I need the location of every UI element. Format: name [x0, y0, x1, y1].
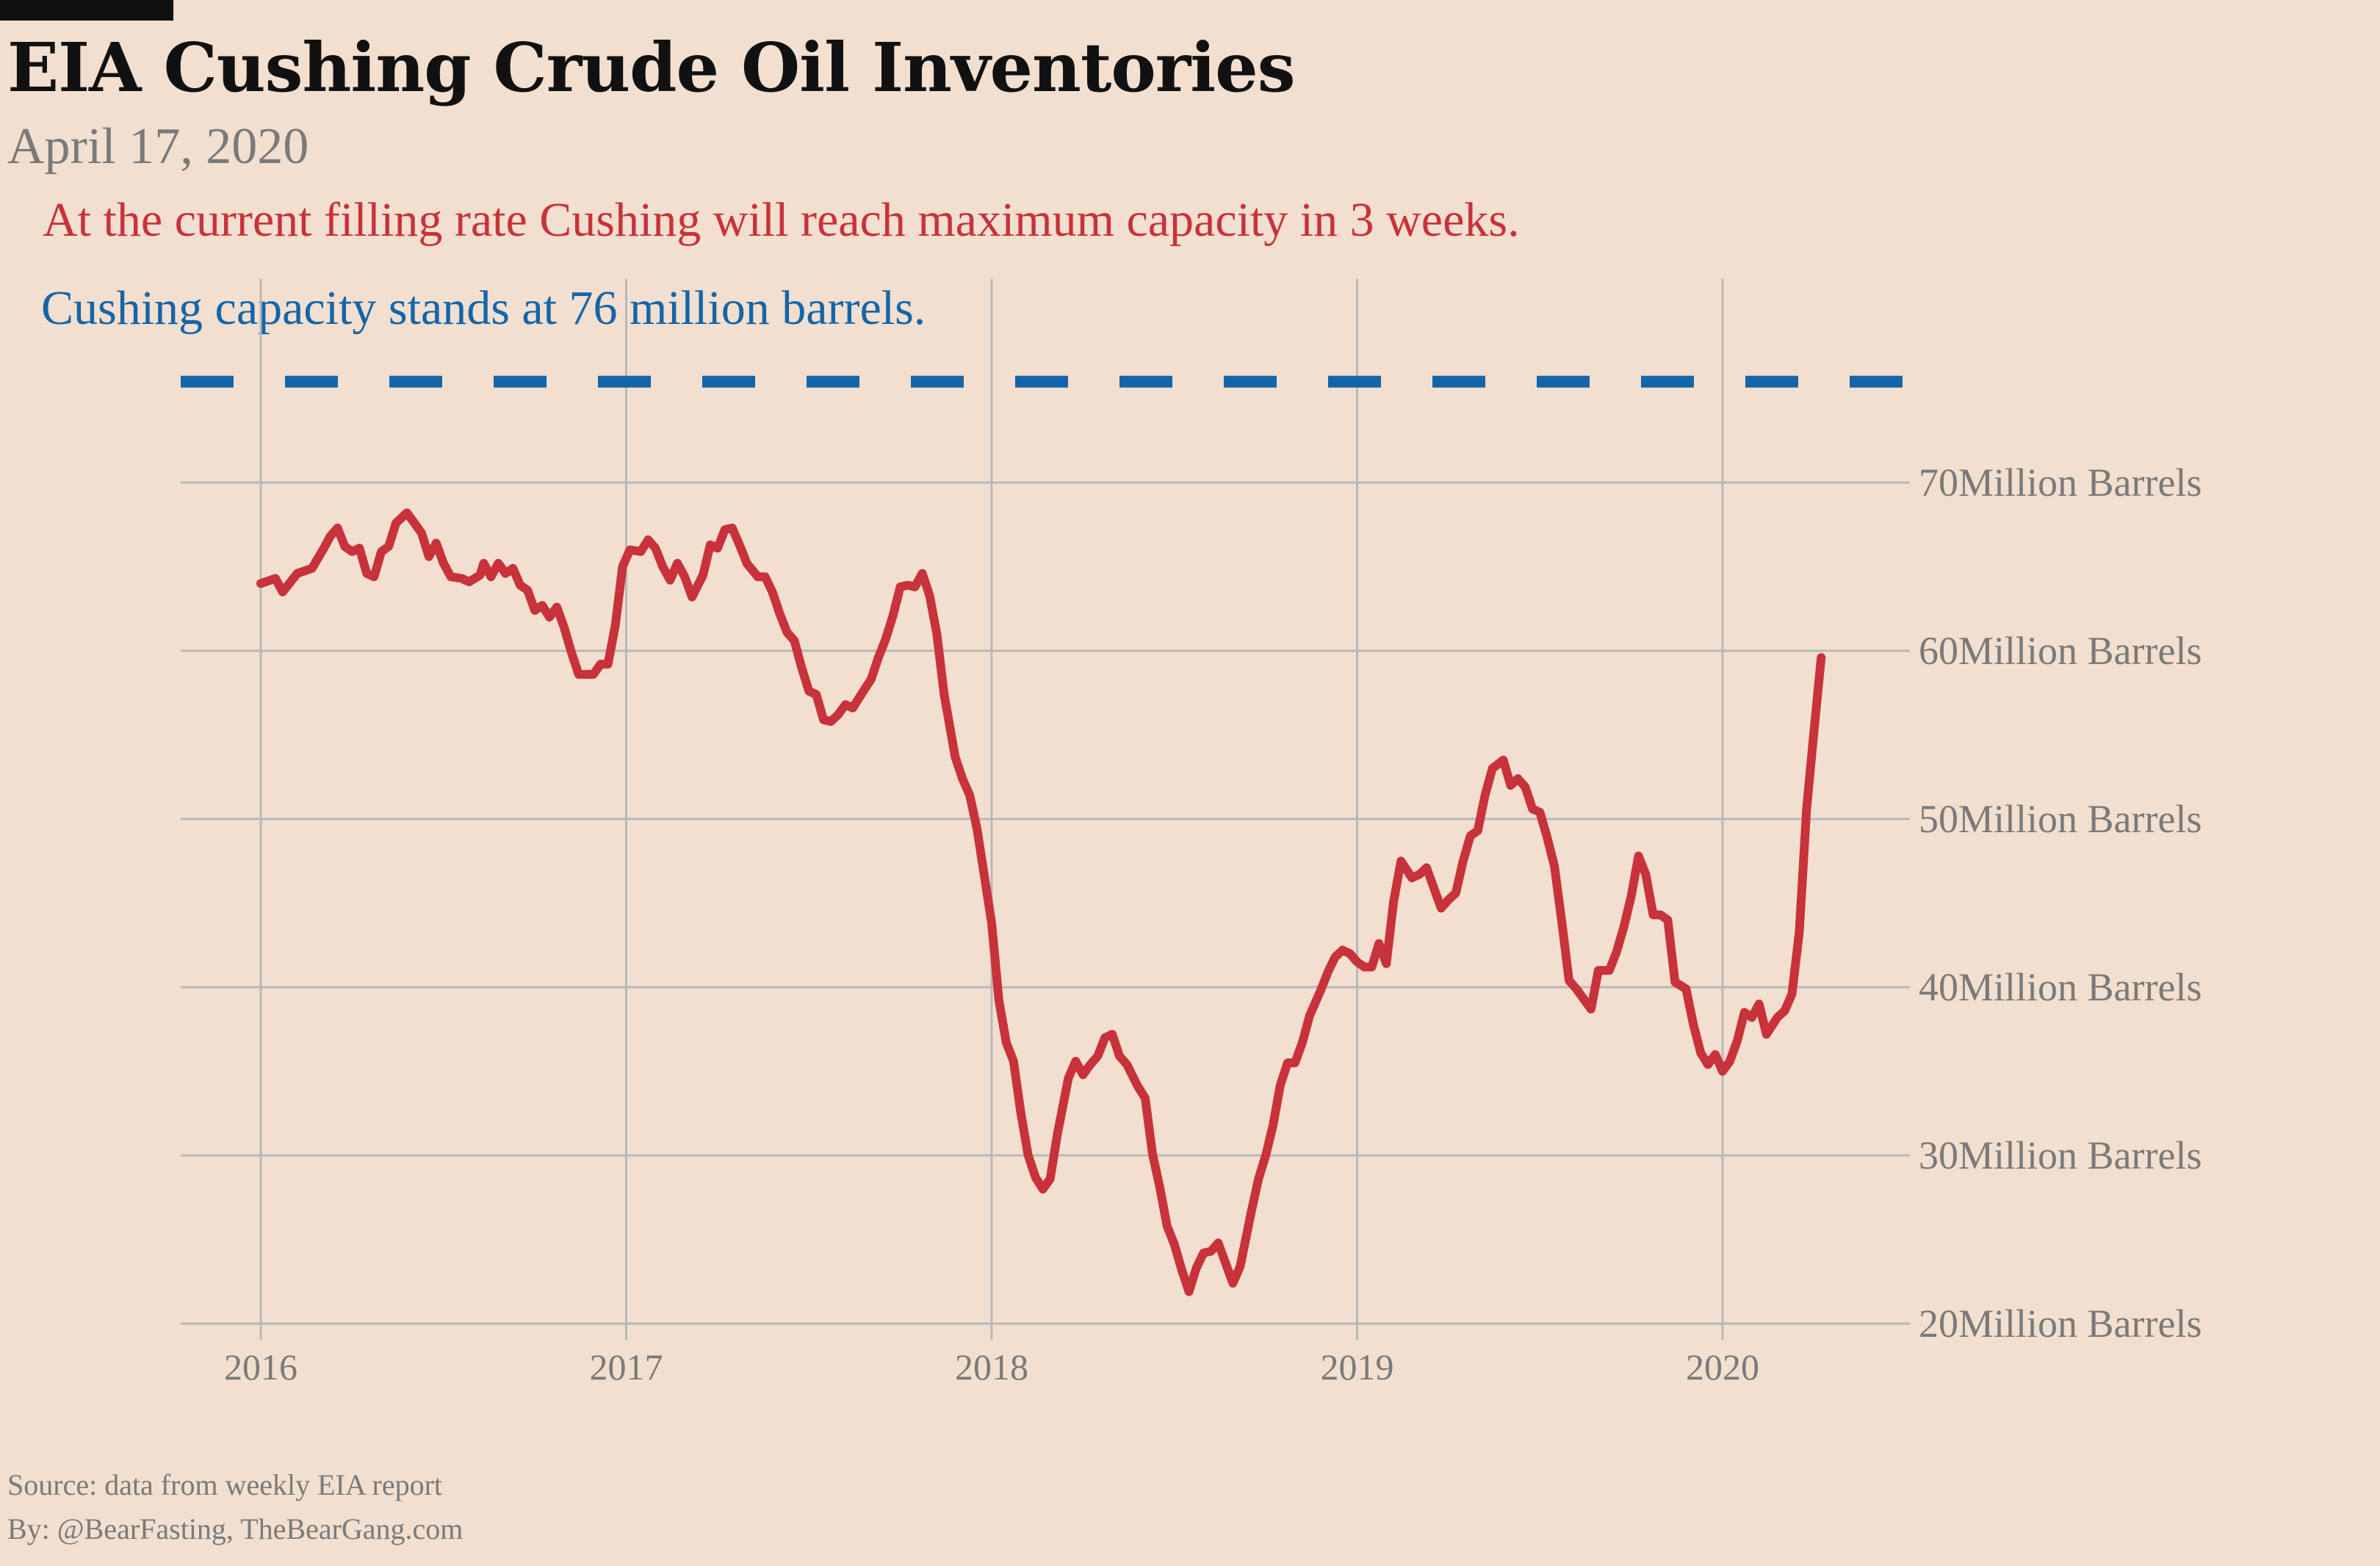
y-tick-label: 20Million Barrels: [1919, 1302, 2202, 1346]
y-tick-label: 40Million Barrels: [1919, 965, 2202, 1009]
y-tick-label: 50Million Barrels: [1919, 797, 2202, 841]
x-tick-label: 2020: [1686, 1346, 1759, 1388]
capacity-annotation: Cushing capacity stands at 76 million ba…: [41, 281, 926, 335]
y-tick-label: 70Million Barrels: [1919, 461, 2202, 505]
y-axis-ticks: 70Million Barrels 60Million Barrels 50Mill…: [1919, 461, 2202, 1346]
chart-grid: [181, 278, 1910, 1340]
y-tick-label: 30Million Barrels: [1919, 1133, 2202, 1177]
author-credit: By: @BearFasting, TheBearGang.com: [7, 1512, 464, 1545]
x-tick-label: 2016: [224, 1346, 298, 1388]
header-accent-bar: [0, 0, 173, 21]
x-tick-label: 2017: [590, 1346, 663, 1388]
x-axis-ticks: 2016 2017 2018 2019 2020: [224, 1346, 1759, 1388]
chart-series: [256, 508, 1826, 1296]
fill-rate-annotation: At the current filling rate Cushing will…: [43, 193, 1520, 247]
chart-title: EIA Cushing Crude Oil Inventories: [7, 28, 1296, 107]
source-credit: Source: data from weekly EIA report: [7, 1468, 443, 1501]
chart-date: April 17, 2020: [7, 118, 309, 175]
x-tick-label: 2019: [1321, 1346, 1394, 1388]
y-tick-label: 60Million Barrels: [1919, 629, 2202, 673]
x-tick-label: 2018: [955, 1346, 1028, 1388]
inventory-line: [256, 508, 1826, 1296]
